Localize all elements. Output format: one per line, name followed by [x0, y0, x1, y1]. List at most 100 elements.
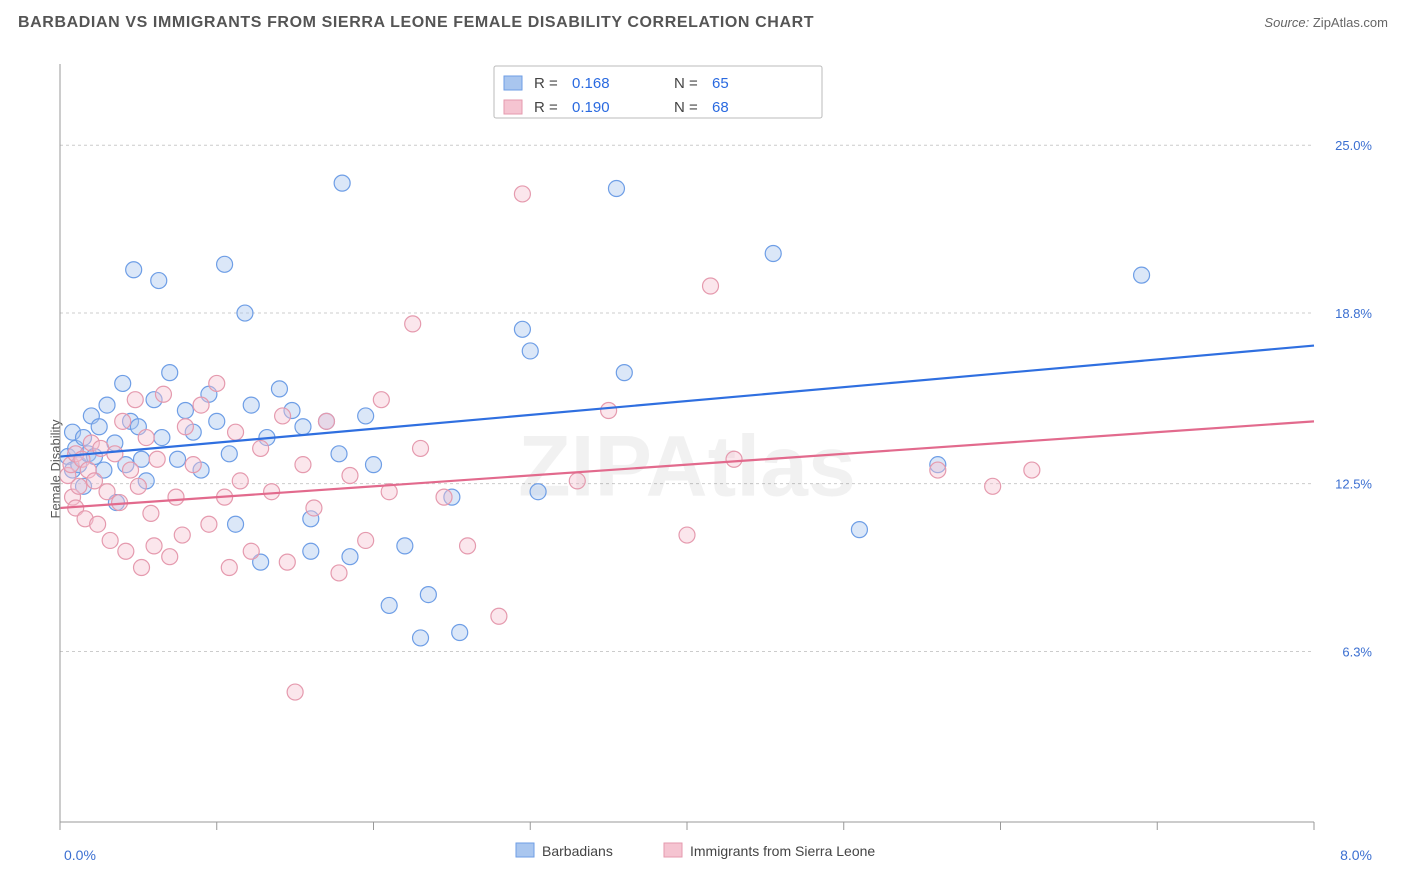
data-point [130, 478, 146, 494]
data-point [162, 365, 178, 381]
data-point [91, 419, 107, 435]
x-max-label: 8.0% [1340, 847, 1372, 863]
svg-text:Barbadians: Barbadians [542, 843, 613, 859]
data-point [522, 343, 538, 359]
svg-text:65: 65 [712, 75, 729, 92]
svg-text:N =: N = [674, 99, 698, 116]
data-point [397, 538, 413, 554]
data-point [930, 462, 946, 478]
data-point [514, 186, 530, 202]
data-point [358, 532, 374, 548]
data-point [99, 397, 115, 413]
svg-text:R =: R = [534, 99, 558, 116]
data-point [405, 316, 421, 332]
data-point [569, 473, 585, 489]
data-point [295, 419, 311, 435]
data-point [420, 587, 436, 603]
stats-legend: R =0.168N =65R =0.190N =68 [494, 66, 822, 118]
data-point [306, 500, 322, 516]
data-point [608, 181, 624, 197]
data-point [146, 538, 162, 554]
data-point [155, 386, 171, 402]
data-point [99, 484, 115, 500]
data-point [413, 630, 429, 646]
svg-text:Immigrants from Sierra Leone: Immigrants from Sierra Leone [690, 843, 875, 859]
data-point [151, 273, 167, 289]
data-point [381, 597, 397, 613]
data-point [373, 392, 389, 408]
data-point [228, 424, 244, 440]
data-point [765, 246, 781, 262]
data-point [86, 473, 102, 489]
data-point [460, 538, 476, 554]
data-point [201, 516, 217, 532]
data-point [168, 489, 184, 505]
data-point [107, 446, 123, 462]
data-point [1134, 267, 1150, 283]
data-point [271, 381, 287, 397]
data-point [123, 462, 139, 478]
data-point [452, 625, 468, 641]
data-point [177, 419, 193, 435]
source-name: ZipAtlas.com [1313, 15, 1388, 30]
data-point [279, 554, 295, 570]
scatter-chart: 6.3%12.5%18.8%25.0%ZIPAtlas0.0%8.0%R =0.… [46, 54, 1386, 874]
data-point [162, 549, 178, 565]
data-point [127, 392, 143, 408]
data-point [228, 516, 244, 532]
data-point [185, 457, 201, 473]
y-tick-label: 12.5% [1335, 477, 1372, 492]
data-point [366, 457, 382, 473]
data-point [703, 278, 719, 294]
data-point [143, 505, 159, 521]
data-point [436, 489, 452, 505]
data-point [616, 365, 632, 381]
data-point [601, 403, 617, 419]
source-label: Source: [1264, 15, 1309, 30]
x-min-label: 0.0% [64, 847, 96, 863]
data-point [138, 430, 154, 446]
y-tick-label: 25.0% [1335, 138, 1372, 153]
data-point [149, 451, 165, 467]
data-point [232, 473, 248, 489]
y-tick-label: 6.3% [1342, 644, 1372, 659]
data-point [71, 478, 87, 494]
data-point [209, 375, 225, 391]
data-point [193, 397, 209, 413]
svg-text:68: 68 [712, 99, 729, 116]
svg-text:0.190: 0.190 [572, 99, 610, 116]
data-point [217, 256, 233, 272]
data-point [243, 543, 259, 559]
data-point [726, 451, 742, 467]
data-point [115, 413, 131, 429]
data-point [318, 413, 334, 429]
data-point [275, 408, 291, 424]
data-point [264, 484, 280, 500]
data-point [174, 527, 190, 543]
data-point [303, 543, 319, 559]
data-point [221, 560, 237, 576]
data-point [1024, 462, 1040, 478]
data-point [221, 446, 237, 462]
data-point [102, 532, 118, 548]
svg-text:R =: R = [534, 75, 558, 92]
data-point [491, 608, 507, 624]
data-point [530, 484, 546, 500]
data-point [851, 522, 867, 538]
data-point [209, 413, 225, 429]
source-attribution: Source: ZipAtlas.com [1264, 15, 1388, 30]
data-point [413, 440, 429, 456]
data-point [253, 440, 269, 456]
data-point [115, 375, 131, 391]
data-point [679, 527, 695, 543]
data-point [170, 451, 186, 467]
chart-title: BARBADIAN VS IMMIGRANTS FROM SIERRA LEON… [18, 14, 814, 32]
data-point [154, 430, 170, 446]
data-point [358, 408, 374, 424]
data-point [177, 403, 193, 419]
data-point [334, 175, 350, 191]
data-point [514, 321, 530, 337]
data-point [118, 543, 134, 559]
watermark: ZIPAtlas [518, 419, 856, 515]
data-point [126, 262, 142, 278]
